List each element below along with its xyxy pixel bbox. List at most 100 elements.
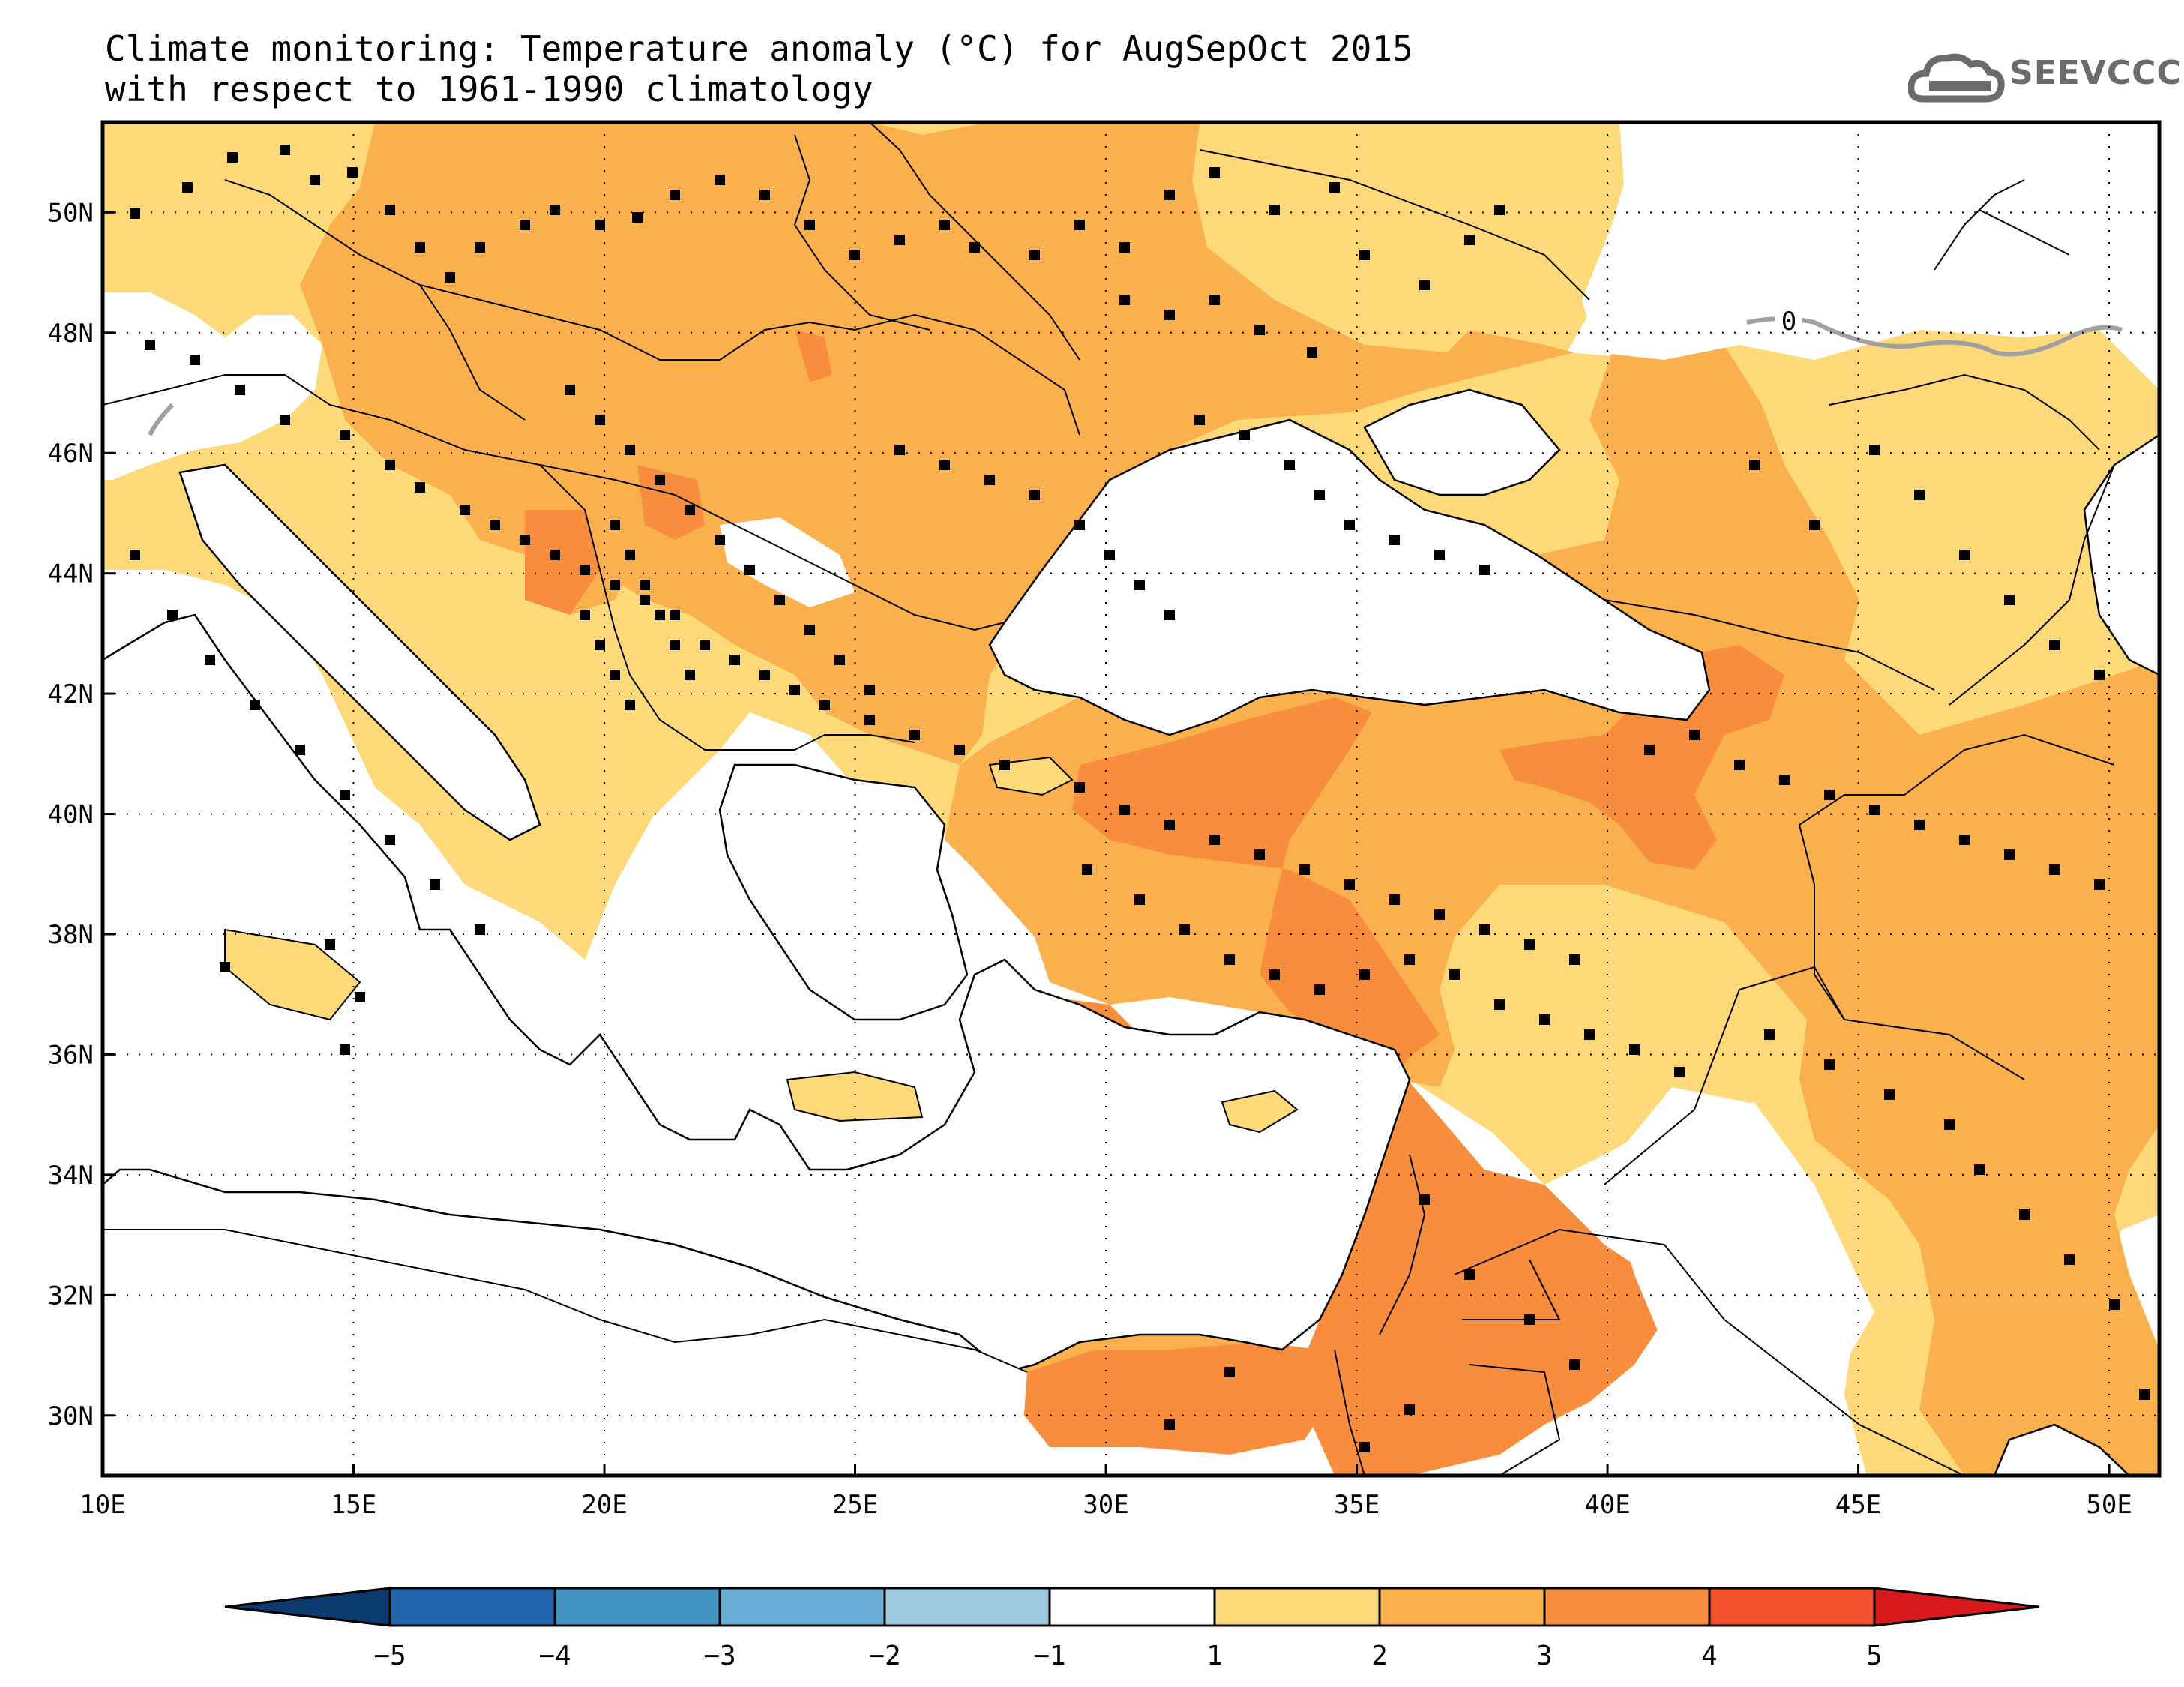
station-marker [340,1044,350,1055]
colorbar-high-extend [1873,1587,2040,1627]
station-marker [1194,415,1205,425]
station-marker [789,685,800,695]
station-marker [1959,550,1970,560]
station-marker [1644,745,1655,755]
colorbar-segment [883,1587,1051,1627]
station-marker [2004,849,2015,860]
station-marker [1104,550,1115,560]
colorbar-label: 5 [1866,1641,1883,1671]
station-marker [1494,999,1505,1010]
x-axis: 10E 15E 20E 25E 30E 35E 40E 45E 50E [79,1464,2132,1520]
station-marker [610,580,620,590]
station-marker [1254,849,1265,860]
station-marker [1824,790,1835,800]
station-marker [415,482,425,493]
station-marker [1464,1269,1475,1280]
station-marker [1029,490,1040,500]
station-marker [954,745,965,755]
station-marker [445,272,455,283]
station-marker [1539,1014,1550,1025]
station-marker [167,610,178,620]
station-marker [804,625,815,635]
station-marker [1629,1044,1640,1055]
station-marker [1119,805,1130,815]
station-marker [520,535,530,545]
station-marker [1134,580,1145,590]
station-marker [2109,1299,2120,1310]
station-marker [1307,347,1317,358]
colorbar-segment [1048,1587,1216,1627]
station-marker [280,415,290,425]
station-marker [1074,220,1085,230]
station-marker [1434,550,1445,560]
station-marker [145,340,155,350]
station-marker [1164,820,1175,830]
station-marker [550,205,560,215]
station-marker [130,208,140,219]
colorbar-label: 4 [1701,1641,1718,1671]
station-marker [310,175,320,185]
station-marker [2049,640,2060,650]
station-marker [1494,205,1505,215]
station-marker [1344,879,1355,890]
colorbar-label: −1 [1033,1641,1065,1671]
colorbar-segment [553,1587,721,1627]
islands [224,756,1299,1134]
station-marker [385,835,395,845]
y-axis: 30N 32N 34N 36N 38N 40N 42N 44N 46N 48N 50N [48,198,115,1431]
station-marker [1959,835,1970,845]
station-marker [475,242,485,253]
station-marker [984,475,995,485]
station-marker [475,924,485,935]
station-marker [1689,730,1700,740]
station-marker [1164,610,1175,620]
x-tick-label: 15E [331,1490,376,1520]
logo-text: SEEVCCC [2009,54,2182,92]
station-marker [632,212,643,223]
station-marker [1404,954,1415,965]
station-marker [670,640,680,650]
y-tick-label: 40N [48,800,94,830]
colorbar-segment [1543,1587,1711,1627]
station-marker [894,445,905,455]
x-tick-label: 25E [832,1490,878,1520]
station-marker [1179,924,1190,935]
grid-lines [103,122,2159,1476]
station-marker [190,355,200,365]
station-marker [759,670,770,680]
station-marker [1209,295,1220,305]
station-marker [250,700,260,710]
colorbar-label: −3 [703,1641,735,1671]
station-marker [610,520,620,530]
station-marker [1224,954,1235,965]
station-marker [235,385,245,395]
station-marker [894,235,905,245]
colorbar: −5 −4 −3 −2 −1 1 2 3 4 5 [224,1587,2040,1671]
station-marker [227,152,238,163]
colorbar-segment [1378,1587,1546,1627]
station-marker [640,580,650,590]
station-marker [1824,1059,1835,1070]
station-marker [939,220,950,230]
station-marker [670,190,680,200]
station-marker [1464,235,1475,245]
sea-areas [103,388,2159,1476]
station-marker [1119,295,1130,305]
station-marker [610,670,620,680]
station-marker [625,700,635,710]
station-marker [385,205,395,215]
colorbar-label: 2 [1371,1641,1388,1671]
station-marker [430,879,440,890]
station-marker [670,610,680,620]
station-marker [1449,969,1460,980]
station-marker [1404,1404,1415,1415]
station-marker [1239,430,1250,440]
station-marker [1944,1119,1955,1130]
plot-frame [100,120,2162,1478]
station-marker [325,939,335,950]
station-marker [1224,1367,1235,1377]
station-marker [1314,984,1325,995]
station-marker [520,220,530,230]
colorbar-low-extend [224,1587,391,1627]
station-marker [490,520,500,530]
